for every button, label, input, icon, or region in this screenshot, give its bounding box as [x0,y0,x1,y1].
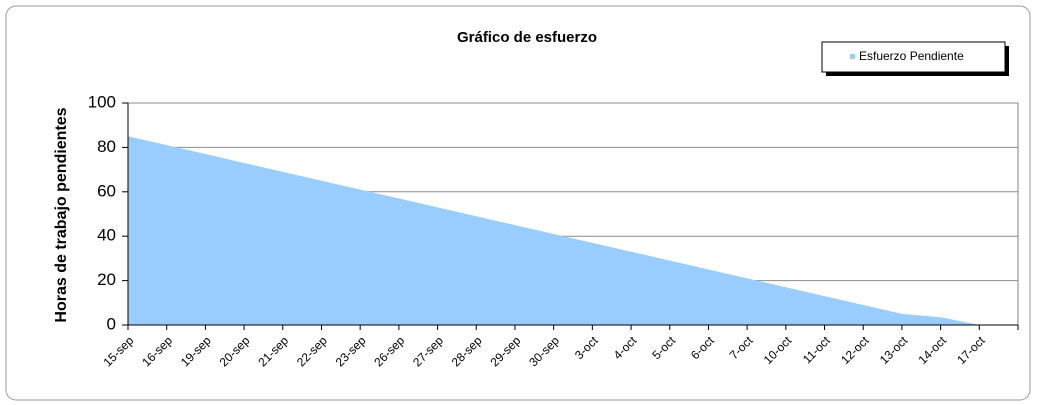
y-tick-label: 100 [88,92,116,111]
y-tick-label: 60 [97,181,116,200]
y-tick-label: 0 [107,314,116,333]
legend-label: Esfuerzo Pendiente [859,49,964,63]
legend-swatch [850,54,855,59]
chart-title: Gráfico de esfuerzo [457,29,597,46]
y-tick-label: 20 [97,270,116,289]
y-axis-label: Horas de trabajo pendientes [53,107,70,322]
y-tick-label: 80 [97,137,116,156]
y-tick-label: 40 [97,226,116,245]
area [128,136,1018,325]
